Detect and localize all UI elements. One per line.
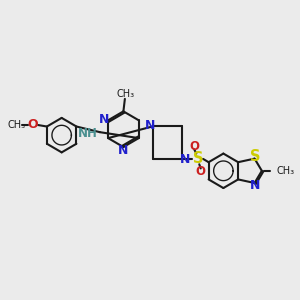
Text: NH: NH [78,127,98,140]
Text: CH₃: CH₃ [116,89,134,99]
Text: CH₃: CH₃ [277,166,295,176]
Text: S: S [193,152,203,166]
Text: O: O [189,140,199,153]
Text: O: O [28,118,38,131]
Text: O: O [196,165,206,178]
Text: N: N [144,119,155,132]
Text: N: N [180,153,190,166]
Text: N: N [99,113,110,126]
Text: S: S [250,149,260,164]
Text: N: N [250,179,260,193]
Text: N: N [118,144,129,158]
Text: CH₃: CH₃ [8,120,26,130]
